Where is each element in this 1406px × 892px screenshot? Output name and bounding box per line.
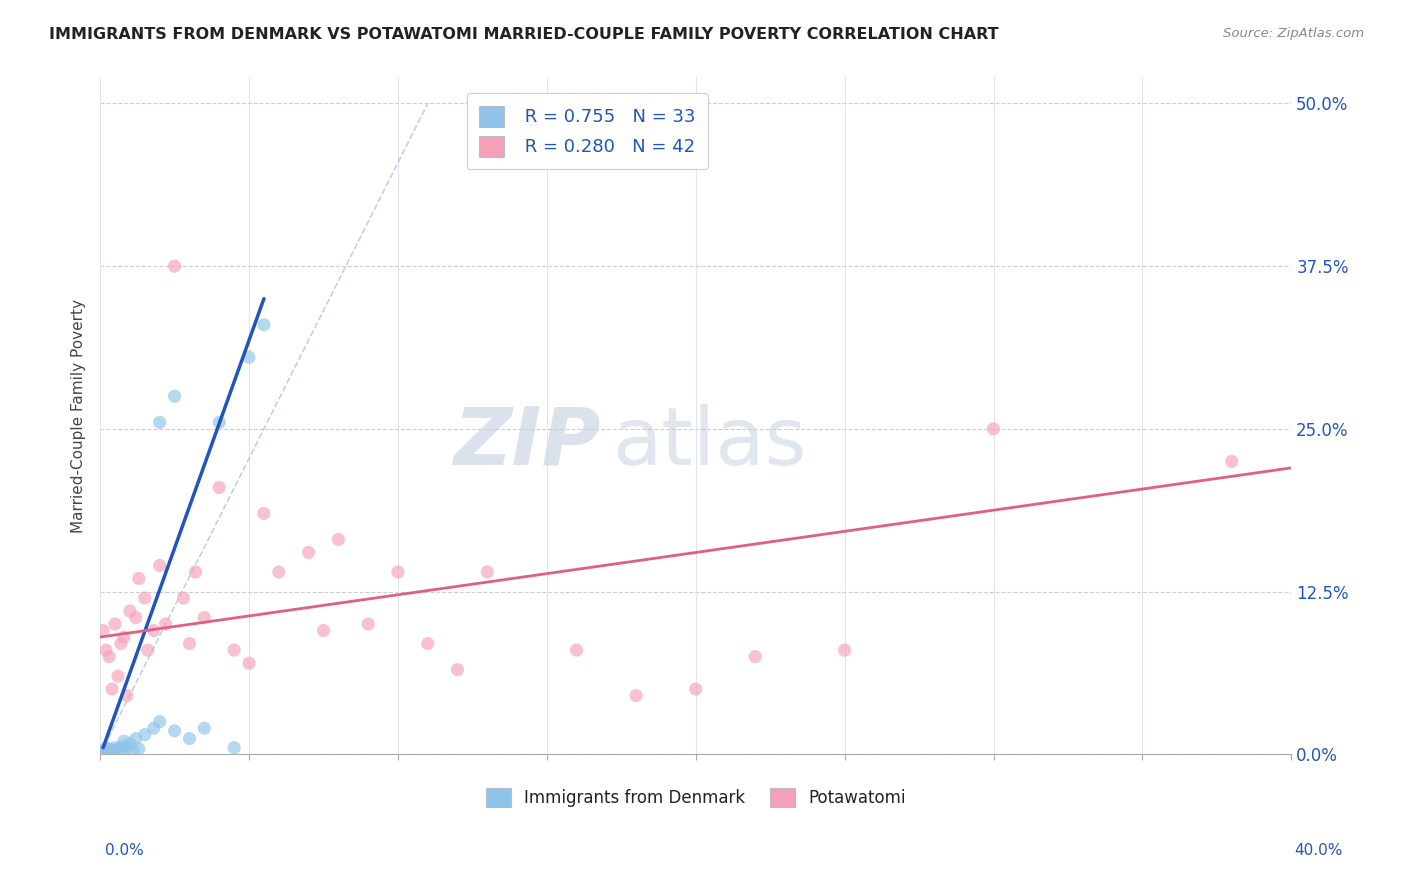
Point: [94, 743, 117, 757]
Point: [112, 630, 135, 644]
Point: [297, 545, 319, 559]
Point: [179, 637, 201, 651]
Point: [134, 728, 156, 742]
Point: [416, 637, 439, 651]
Point: [91, 624, 114, 638]
Point: [163, 389, 186, 403]
Text: 40.0%: 40.0%: [1295, 843, 1343, 858]
Point: [149, 415, 172, 429]
Point: [446, 663, 468, 677]
Point: [173, 591, 195, 605]
Point: [224, 643, 246, 657]
Point: [224, 740, 246, 755]
Point: [312, 624, 335, 638]
Point: [101, 743, 124, 757]
Point: [624, 689, 647, 703]
Point: [744, 649, 766, 664]
Point: [107, 742, 129, 756]
Point: [125, 610, 148, 624]
Point: [834, 643, 856, 657]
Point: [111, 739, 134, 754]
Point: [179, 731, 201, 746]
Point: [104, 617, 127, 632]
Text: ZIP: ZIP: [453, 404, 600, 482]
Point: [104, 740, 127, 755]
Point: [107, 669, 129, 683]
Point: [98, 742, 121, 756]
Text: Source: ZipAtlas.com: Source: ZipAtlas.com: [1223, 27, 1364, 40]
Text: atlas: atlas: [613, 404, 807, 482]
Point: [103, 745, 125, 759]
Point: [134, 591, 156, 605]
Point: [208, 415, 231, 429]
Point: [253, 507, 276, 521]
Point: [118, 737, 141, 751]
Point: [155, 617, 177, 632]
Point: [238, 351, 260, 365]
Point: [267, 565, 290, 579]
Point: [112, 734, 135, 748]
Point: [94, 740, 117, 755]
Point: [193, 610, 215, 624]
Point: [105, 743, 128, 757]
Point: [91, 746, 114, 760]
Point: [128, 572, 150, 586]
Point: [110, 637, 132, 651]
Point: [357, 617, 380, 632]
Point: [115, 689, 138, 703]
Point: [101, 682, 124, 697]
Point: [387, 565, 409, 579]
Point: [93, 746, 115, 760]
Point: [208, 480, 231, 494]
Point: [685, 682, 707, 697]
Point: [328, 533, 350, 547]
Point: [149, 558, 172, 573]
Point: [125, 731, 148, 746]
Point: [142, 624, 165, 638]
Point: [193, 721, 215, 735]
Point: [136, 643, 159, 657]
Point: [97, 745, 120, 759]
Point: [163, 259, 186, 273]
Point: [1220, 454, 1243, 468]
Point: [118, 604, 141, 618]
Text: IMMIGRANTS FROM DENMARK VS POTAWATOMI MARRIED-COUPLE FAMILY POVERTY CORRELATION : IMMIGRANTS FROM DENMARK VS POTAWATOMI MA…: [49, 27, 998, 42]
Point: [149, 714, 172, 729]
Point: [163, 723, 186, 738]
Point: [983, 422, 1005, 436]
Text: 0.0%: 0.0%: [105, 843, 145, 858]
Point: [477, 565, 499, 579]
Point: [184, 565, 207, 579]
Point: [100, 746, 122, 760]
Point: [238, 656, 260, 670]
Point: [122, 743, 145, 757]
Point: [91, 745, 114, 759]
Point: [253, 318, 276, 332]
Point: [98, 649, 121, 664]
Point: [94, 643, 117, 657]
Point: [565, 643, 588, 657]
Point: [142, 721, 165, 735]
Point: [128, 742, 150, 756]
Point: [115, 740, 138, 755]
Legend: Immigrants from Denmark, Potawatomi: Immigrants from Denmark, Potawatomi: [479, 781, 912, 814]
Y-axis label: Married-Couple Family Poverty: Married-Couple Family Poverty: [72, 299, 86, 533]
Point: [110, 745, 132, 759]
